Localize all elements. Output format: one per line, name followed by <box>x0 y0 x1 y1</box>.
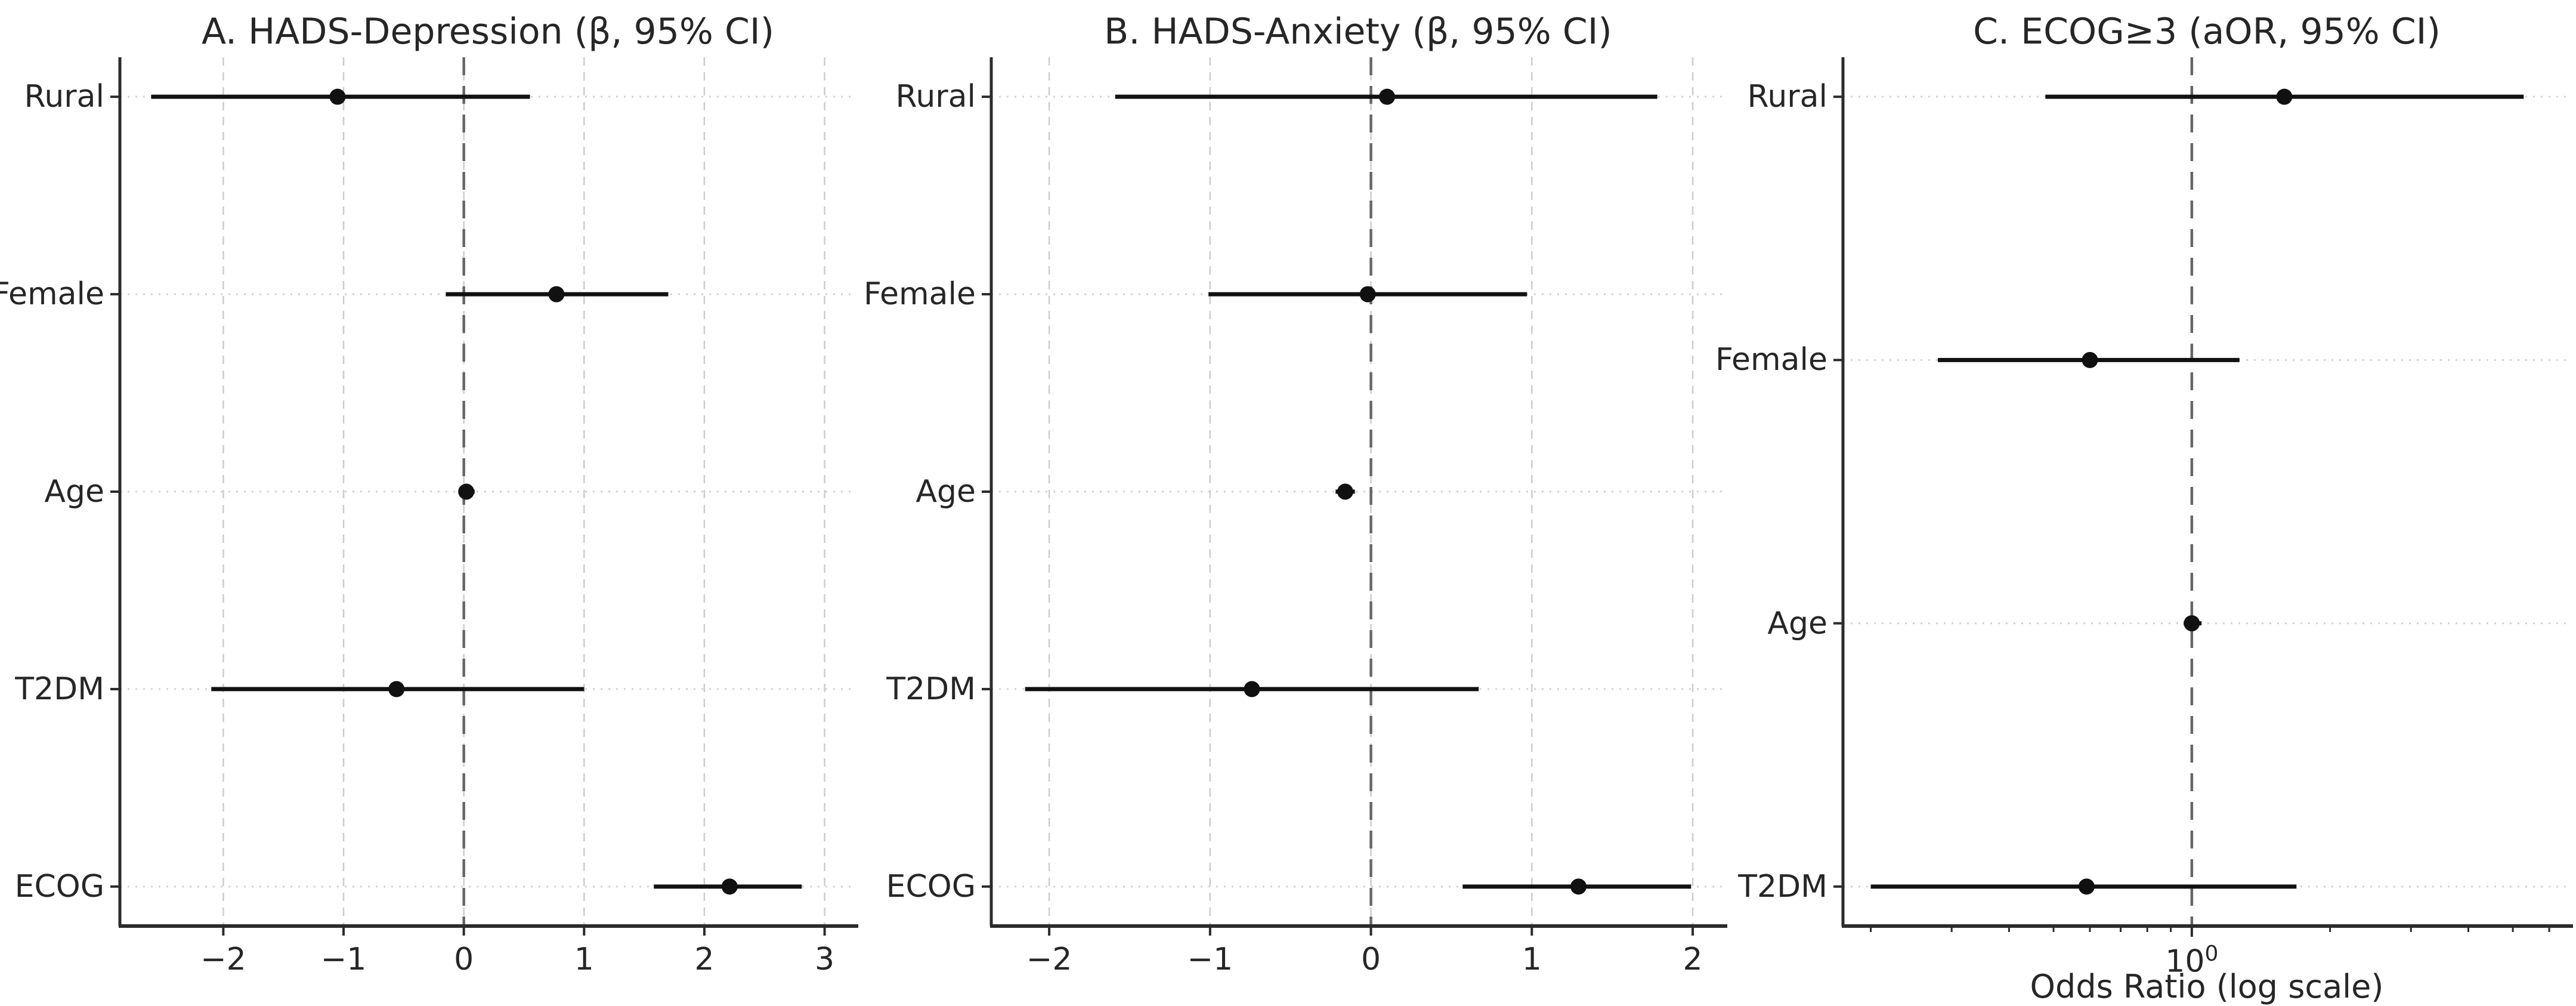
category-label: T2DM <box>15 671 104 707</box>
category-label: Rural <box>24 79 104 115</box>
category-label: ECOG <box>886 868 976 905</box>
point-estimate <box>1570 878 1587 895</box>
x-tick-label: 2 <box>694 942 715 977</box>
x-tick-label: −1 <box>1187 942 1233 977</box>
point-estimate <box>1379 88 1396 105</box>
x-tick-label: 1 <box>574 942 594 977</box>
category-label: Rural <box>1747 79 1827 115</box>
point-estimate <box>2078 878 2095 895</box>
category-label: Rural <box>895 79 976 115</box>
point-estimate <box>548 286 565 303</box>
point-estimate <box>1244 681 1260 698</box>
point-estimate <box>2184 615 2200 632</box>
point-estimate <box>2276 88 2293 105</box>
x-tick-label: 0 <box>1361 942 1381 977</box>
panel-a-title: A. HADS-Depression (β, 95% CI) <box>202 11 774 53</box>
x-tick-label: −2 <box>200 942 246 977</box>
x-tick-label: 3 <box>815 942 835 977</box>
x-major-tick-label: 100 <box>2165 942 2219 980</box>
point-estimate <box>721 878 738 895</box>
category-label: Age <box>44 474 104 510</box>
x-tick-label: 1 <box>1522 942 1542 977</box>
point-estimate <box>458 483 475 500</box>
x-tick-label: 0 <box>454 942 474 977</box>
category-label: Age <box>1767 605 1827 641</box>
category-label: Age <box>916 474 976 510</box>
category-label: T2DM <box>886 671 976 707</box>
x-tick-label: −1 <box>320 942 367 977</box>
category-label: Female <box>863 276 976 313</box>
point-estimate <box>329 88 346 105</box>
category-label: Female <box>0 276 104 313</box>
category-label: Female <box>1715 342 1827 378</box>
point-estimate <box>388 681 405 698</box>
panel-b-title: B. HADS-Anxiety (β, 95% CI) <box>1104 11 1612 53</box>
panel-c-x-axis-label: Odds Ratio (log scale) <box>2030 968 2384 1005</box>
x-tick-label: 2 <box>1683 942 1703 977</box>
category-label: T2DM <box>1738 868 1827 905</box>
point-estimate <box>1337 483 1353 500</box>
point-estimate <box>1359 286 1376 303</box>
panel-c-title: C. ECOG≥3 (aOR, 95% CI) <box>1973 11 2441 53</box>
category-label: ECOG <box>14 868 104 905</box>
point-estimate <box>2082 351 2098 368</box>
x-tick-label: −2 <box>1026 942 1072 977</box>
